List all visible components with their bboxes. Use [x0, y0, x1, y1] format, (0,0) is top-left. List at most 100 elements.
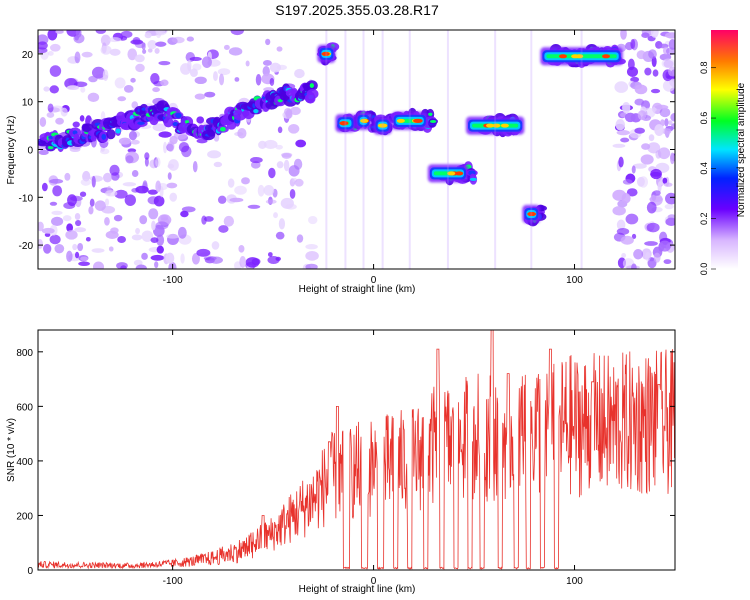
spectrogram-noise-blob — [618, 156, 624, 168]
spectrogram-noise-blob — [305, 244, 318, 250]
spectrogram-noise-blob — [209, 256, 223, 264]
spectrogram-noise-blob — [153, 195, 165, 207]
spectrogram-noise-blob — [234, 185, 247, 195]
spectrogram-smear — [325, 30, 328, 269]
spectrogram-noise-blob — [257, 184, 265, 197]
spectrogram-noise-blob — [85, 236, 91, 242]
spectrogram-noise-blob — [665, 47, 675, 56]
spectrogram-noise-blob — [289, 106, 301, 116]
spectrogram-noise-blob — [75, 219, 82, 227]
spectrogram-noise-blob — [275, 231, 285, 240]
spectrogram-noise-blob — [648, 134, 655, 142]
spectrogram-noise-blob — [49, 234, 61, 245]
colorbar: 0.0 0.2 0.4 0.6 0.8 Normalized spectral ampl… — [699, 30, 747, 275]
spectrogram-noise-blob — [91, 175, 96, 188]
spectrogram-noise-blob — [147, 189, 158, 195]
spectrogram-hot-spot — [492, 123, 501, 128]
spectrogram-noise-blob — [51, 210, 63, 215]
spectrogram-noise-blob — [219, 73, 225, 86]
spectrogram-y-tick-label: -10 — [19, 193, 34, 204]
spectrogram-noise-blob — [91, 248, 105, 253]
spectrogram-ridge-core — [309, 83, 315, 88]
spectrogram-noise-blob — [211, 241, 220, 250]
spectrogram-noise-blob — [166, 233, 180, 239]
colorbar-tick-label: 0.2 — [699, 212, 709, 225]
spectrogram-noise-blob — [281, 152, 293, 158]
spectrogram-noise-blob — [230, 30, 244, 36]
spectrogram-noise-blob — [622, 179, 633, 185]
spectrogram-noise-blob — [130, 139, 140, 145]
spectrogram-noise-blob — [201, 215, 207, 225]
spectrogram-x-tick-label: 0 — [371, 275, 377, 286]
spectrogram-ridge-core — [47, 145, 54, 150]
spectrogram-noise-blob — [204, 91, 216, 98]
spectrogram-noise-blob — [154, 261, 159, 269]
figure-title: S197.2025.355.03.28.R17 — [275, 2, 439, 18]
spectrogram-noise-blob — [147, 48, 153, 53]
spectrogram-noise-blob — [276, 161, 284, 169]
spectrogram-noise-blob — [150, 72, 160, 85]
spectrogram-noise-blob — [191, 253, 200, 265]
spectrogram-noise-blob — [651, 56, 657, 68]
spectrogram-noise-blob — [65, 230, 78, 240]
spectrogram-noise-blob — [168, 159, 179, 171]
spectrogram-noise-blob — [196, 116, 205, 124]
spectrogram-y-label: Frequency (Hz) — [6, 116, 17, 185]
spectrogram-noise-blob — [217, 195, 227, 204]
spectrogram-noise-blob — [104, 217, 110, 226]
spectrogram-noise-blob — [650, 168, 662, 180]
spectrogram-ridge-core — [141, 107, 147, 111]
spectrogram-noise-blob — [267, 252, 273, 257]
spectrogram-noise-blob — [139, 215, 148, 225]
spectrogram-ridge-blob — [82, 123, 94, 133]
spectrogram-noise-blob — [284, 107, 293, 116]
spectrogram-noise-blob — [44, 232, 51, 237]
spectrogram-noise-blob — [308, 215, 318, 225]
spectrogram-noise-blob — [117, 96, 127, 102]
spectrogram-noise-blob — [49, 43, 61, 52]
snr-x-tick-label: 100 — [566, 576, 583, 587]
snr-y-tick-label: 0 — [27, 566, 33, 577]
spectrogram-smear — [362, 30, 365, 269]
spectrogram-noise-blob — [49, 178, 64, 184]
spectrogram-noise-blob — [130, 39, 144, 45]
spectrogram-noise-blob — [228, 47, 243, 56]
spectrogram-noise-blob — [92, 261, 105, 269]
spectrogram-noise-blob — [66, 85, 80, 91]
spectrogram-noise-blob — [141, 252, 148, 260]
spectrogram-noise-blob — [64, 172, 71, 181]
spectrogram-noise-blob — [171, 36, 185, 44]
spectrogram-noise-blob — [81, 51, 93, 58]
spectrogram-noise-blob — [189, 56, 202, 62]
snr-y-tick-label: 800 — [16, 348, 33, 359]
spectrogram-noise-blob — [150, 237, 159, 243]
spectrogram-noise-blob — [645, 252, 651, 262]
spectrogram-noise-blob — [167, 172, 172, 180]
spectrogram-noise-blob — [133, 259, 143, 266]
spectrogram-noise-blob — [632, 163, 647, 169]
spectrogram-noise-blob — [74, 51, 81, 64]
spectrogram-noise-blob — [49, 201, 58, 206]
spectrogram-noise-blob — [120, 265, 127, 269]
spectrogram-noise-blob — [88, 75, 98, 83]
spectrogram-noise-blob — [77, 242, 84, 252]
spectrogram-y-tick-label: 10 — [22, 98, 34, 109]
spectrogram-noise-blob — [663, 60, 674, 68]
spectrogram-noise-blob — [155, 221, 169, 230]
spectrogram-noise-blob — [258, 140, 267, 149]
spectrogram-noise-blob — [169, 192, 178, 202]
spectrogram-noise-blob — [39, 117, 47, 127]
spectrogram-noise-blob — [634, 127, 645, 134]
spectrogram-noise-blob — [131, 101, 139, 109]
spectrogram-noise-blob — [295, 139, 307, 148]
spectrogram-noise-blob — [78, 261, 91, 266]
spectrogram-noise-blob — [113, 214, 123, 222]
spectrogram-noise-blob — [152, 87, 160, 93]
spectrogram-noise-blob — [245, 257, 260, 268]
spectrogram-smear — [580, 30, 583, 269]
spectrogram-noise-blob — [55, 117, 64, 125]
spectrogram-noise-blob — [47, 30, 58, 41]
spectrogram-noise-blob — [160, 30, 166, 35]
spectrogram-noise-blob — [38, 239, 44, 249]
spectrogram-noise-blob — [637, 110, 647, 121]
